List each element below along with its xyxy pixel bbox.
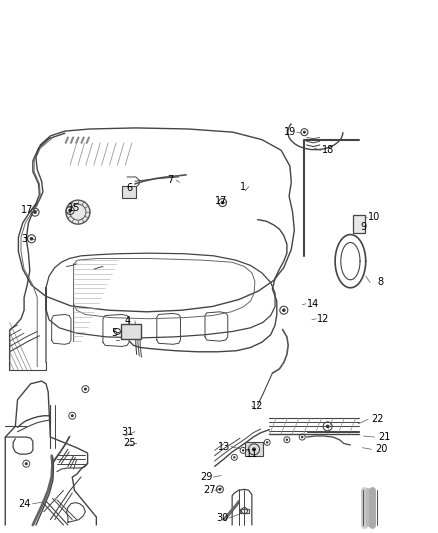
Circle shape [68,209,72,212]
Text: 5: 5 [112,328,118,338]
Text: 15: 15 [68,203,81,213]
Text: 24: 24 [18,499,30,508]
Text: 13: 13 [218,442,230,451]
Text: 30: 30 [216,513,229,523]
Circle shape [266,441,268,443]
Circle shape [33,211,37,214]
Text: 19: 19 [284,127,296,137]
Text: 17: 17 [21,205,33,215]
Circle shape [233,456,236,458]
Circle shape [286,439,288,441]
Circle shape [282,309,286,312]
Circle shape [242,449,244,451]
Text: 8: 8 [377,278,383,287]
Bar [353,215,365,233]
Text: 9: 9 [360,222,367,231]
Circle shape [25,462,28,465]
Circle shape [71,414,74,417]
Text: 25: 25 [123,439,135,448]
Text: 6: 6 [126,183,132,192]
Text: 10: 10 [368,213,381,222]
Bar [245,442,263,456]
Circle shape [303,131,306,134]
Text: 14: 14 [307,299,319,309]
Text: 22: 22 [371,415,384,424]
Bar [122,186,136,198]
Text: 29: 29 [201,472,213,482]
Text: 31: 31 [122,427,134,437]
Text: 7: 7 [167,175,173,185]
Text: 3: 3 [21,234,27,244]
Circle shape [66,200,90,224]
Text: 1: 1 [240,182,246,191]
Circle shape [221,201,224,204]
Text: 27: 27 [203,486,215,495]
Text: 12: 12 [317,314,329,324]
Text: 4: 4 [125,316,131,326]
Bar [120,324,141,339]
Text: 21: 21 [378,432,391,442]
Circle shape [84,387,87,391]
Circle shape [252,447,256,451]
Circle shape [219,488,221,491]
Circle shape [301,436,304,438]
Text: 18: 18 [321,146,334,155]
Circle shape [326,425,329,428]
Text: 17: 17 [215,197,227,206]
Circle shape [30,237,33,240]
Text: 20: 20 [375,445,387,454]
Text: 11: 11 [246,449,258,459]
Text: 12: 12 [251,401,264,411]
